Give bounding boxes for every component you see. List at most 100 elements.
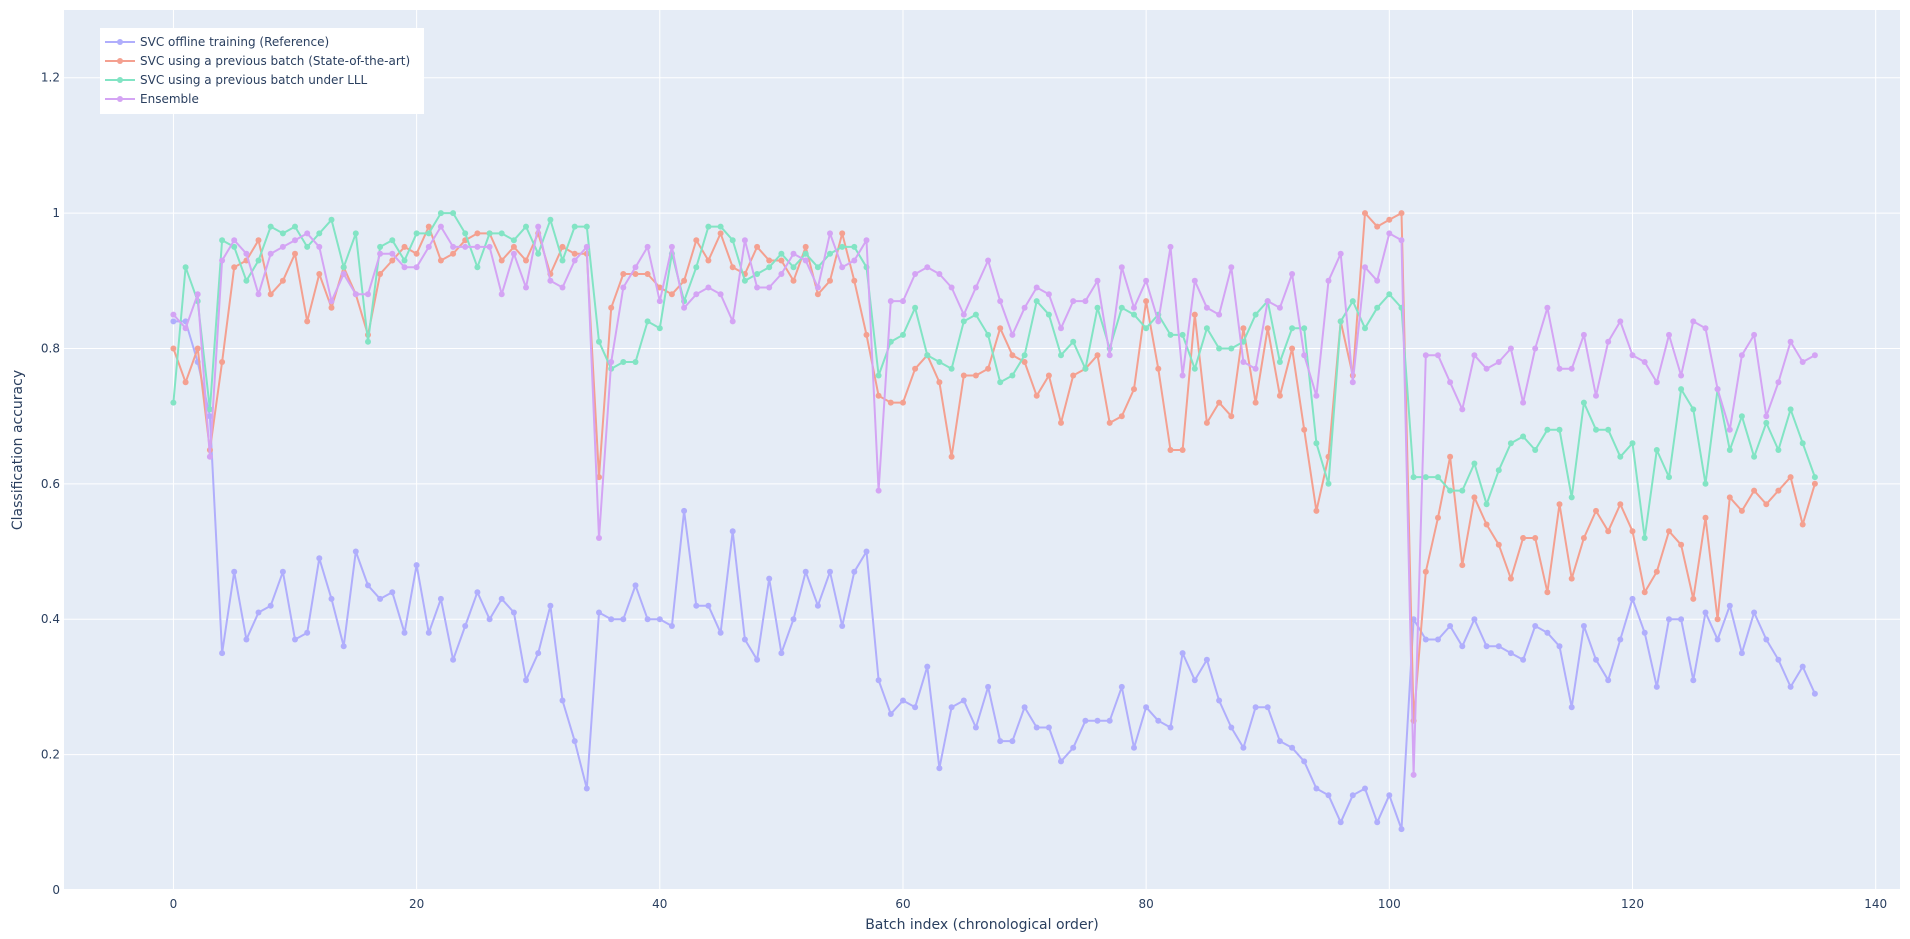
data-point	[328, 298, 335, 305]
data-point	[1507, 345, 1514, 352]
legend-item[interactable]: SVC offline training (Reference)	[105, 35, 329, 49]
data-point	[972, 311, 979, 318]
data-point	[1775, 656, 1782, 663]
y-tick-label: 0.6	[41, 477, 60, 491]
data-point	[1435, 474, 1441, 481]
data-point	[863, 548, 870, 555]
x-tick-label: 60	[895, 897, 910, 911]
data-point	[450, 250, 457, 257]
data-point	[608, 304, 615, 311]
data-point	[474, 589, 481, 596]
data-point	[1787, 406, 1794, 413]
data-point	[1362, 785, 1368, 792]
data-point	[304, 318, 311, 325]
data-point	[1143, 277, 1150, 284]
data-point	[292, 237, 298, 244]
data-point	[474, 230, 481, 237]
data-point	[1094, 717, 1101, 724]
data-point	[1033, 298, 1040, 305]
legend[interactable]: SVC offline training (Reference) SVC usin…	[100, 28, 424, 114]
data-point	[839, 243, 846, 250]
data-point	[1666, 331, 1672, 338]
data-point	[1106, 717, 1113, 724]
data-point	[766, 575, 773, 582]
data-point	[754, 243, 761, 250]
data-point	[656, 298, 663, 305]
data-point	[632, 582, 639, 589]
data-point	[450, 656, 457, 663]
data-point	[741, 237, 748, 244]
data-point	[1532, 623, 1539, 629]
data-point	[462, 230, 469, 237]
data-point	[875, 677, 882, 684]
data-point	[1593, 507, 1599, 514]
data-point	[1009, 352, 1016, 359]
data-point	[328, 216, 335, 223]
data-point	[1386, 230, 1393, 237]
data-point	[486, 616, 493, 623]
data-point	[1520, 433, 1527, 440]
data-point	[681, 304, 688, 311]
data-point	[1507, 650, 1514, 657]
data-point	[1228, 724, 1235, 731]
y-tick-label: 0	[52, 883, 60, 897]
data-point	[583, 223, 590, 230]
data-point	[316, 271, 323, 277]
data-point	[1362, 325, 1368, 332]
data-point	[802, 257, 809, 264]
data-point	[535, 223, 542, 230]
data-point	[523, 257, 529, 264]
data-point	[1082, 717, 1089, 724]
data-point	[1374, 223, 1381, 230]
data-point	[1544, 426, 1551, 433]
data-point	[754, 271, 761, 277]
data-point	[486, 243, 493, 250]
data-point	[900, 331, 906, 338]
data-point	[1447, 453, 1454, 460]
data-point	[1617, 318, 1624, 325]
data-point	[352, 548, 359, 555]
data-point	[1556, 643, 1563, 650]
data-point	[316, 243, 323, 250]
data-point	[1313, 507, 1320, 514]
data-point	[535, 650, 542, 657]
data-point	[851, 257, 858, 264]
data-point	[170, 399, 177, 406]
data-point	[1118, 264, 1125, 271]
data-point	[279, 230, 286, 237]
data-point	[1799, 359, 1806, 365]
data-point	[960, 311, 967, 318]
data-point	[1422, 352, 1429, 359]
data-point	[814, 602, 821, 609]
data-point	[1811, 352, 1818, 359]
data-point	[219, 359, 226, 365]
data-point	[1811, 690, 1818, 697]
data-point	[1337, 819, 1344, 826]
data-point	[972, 284, 979, 291]
data-point	[1447, 379, 1454, 386]
data-point	[693, 602, 700, 609]
data-point	[1228, 264, 1235, 271]
y-tick-label: 1.2	[41, 71, 60, 85]
data-point	[839, 230, 846, 237]
data-point	[1678, 386, 1685, 393]
y-tick-label: 0.4	[41, 612, 60, 626]
legend-item[interactable]: SVC using a previous batch (State-of-the…	[105, 54, 410, 68]
legend-item[interactable]: SVC using a previous batch under LLL	[105, 73, 368, 87]
data-point	[328, 595, 335, 602]
y-tick-label: 0.8	[41, 341, 60, 355]
data-point	[1459, 643, 1466, 650]
data-point	[365, 338, 371, 345]
data-point	[1301, 758, 1308, 765]
data-point	[1459, 487, 1466, 494]
data-point	[1131, 386, 1137, 393]
data-point	[1033, 724, 1040, 731]
data-point	[1629, 528, 1636, 535]
data-point	[1094, 352, 1101, 359]
data-point	[1799, 440, 1806, 447]
data-point	[1507, 575, 1514, 582]
legend-item[interactable]: Ensemble	[105, 92, 199, 106]
data-point	[1386, 792, 1393, 799]
data-point	[547, 216, 554, 223]
data-point	[231, 243, 238, 250]
